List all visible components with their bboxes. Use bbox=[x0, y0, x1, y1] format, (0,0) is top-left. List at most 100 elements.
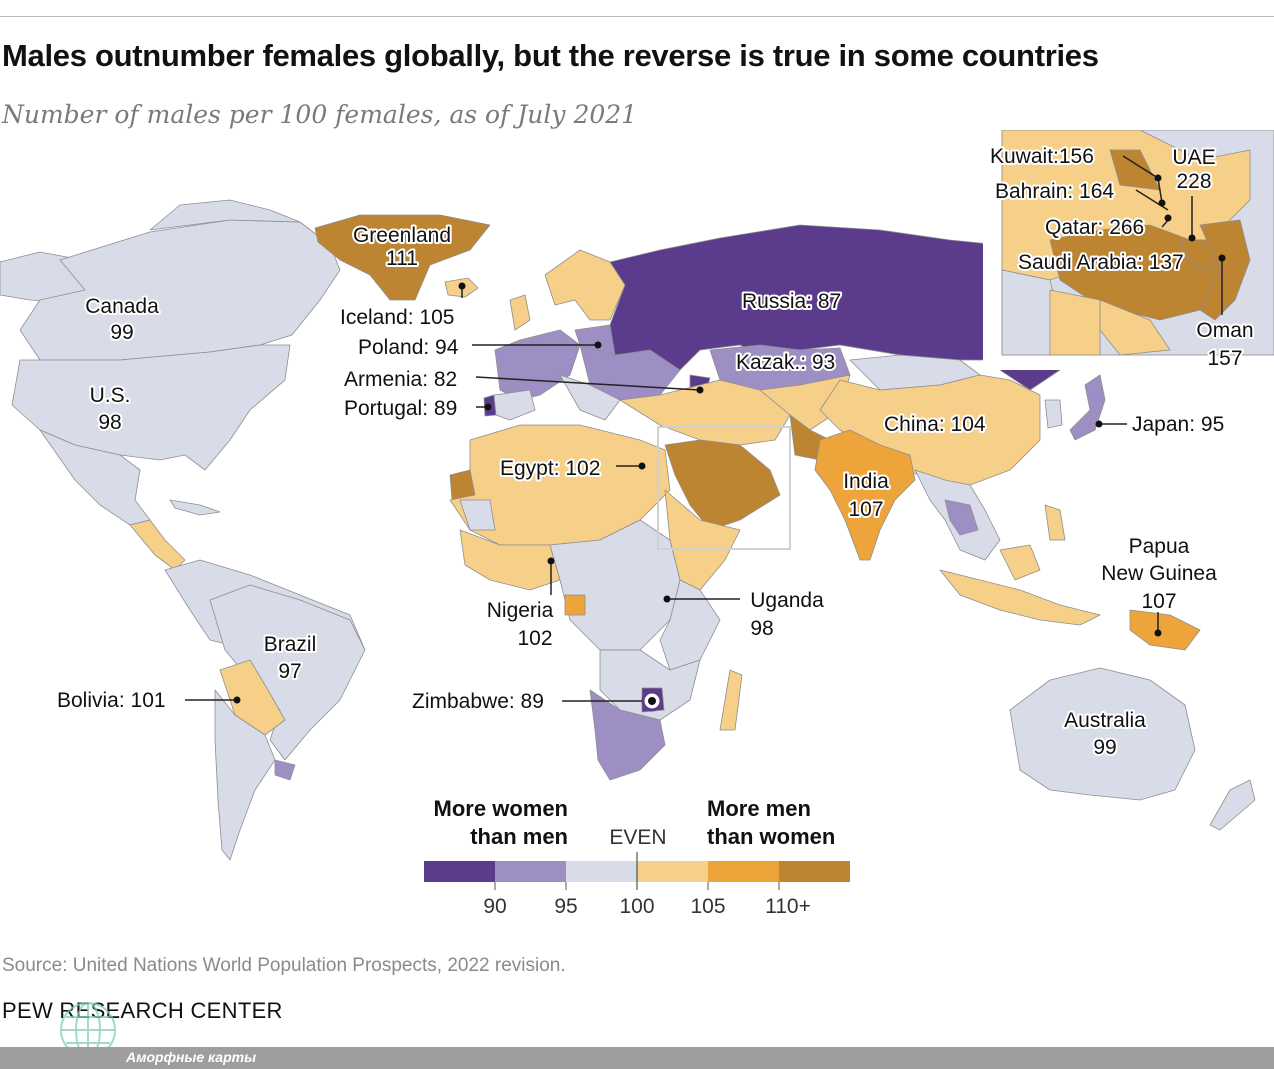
label-greenland: Greenland bbox=[353, 224, 451, 247]
label-brazil-value: 97 bbox=[278, 660, 301, 683]
region-madagascar bbox=[719, 669, 743, 731]
region-uruguay bbox=[274, 759, 296, 781]
marker-bolivia bbox=[233, 696, 241, 704]
region-australia bbox=[1009, 667, 1196, 801]
legend: More women than men EVEN More men than w… bbox=[424, 796, 850, 918]
label-brazil: Brazil bbox=[264, 633, 317, 656]
label-uganda-value: 98 bbox=[750, 617, 773, 640]
region-scandinavia bbox=[544, 249, 626, 321]
region-philippines bbox=[1044, 504, 1066, 541]
label-india: India bbox=[843, 470, 889, 493]
region-western-europe bbox=[494, 329, 581, 401]
inset-locator-box bbox=[657, 426, 791, 550]
region-arabia bbox=[664, 439, 781, 531]
top-rule bbox=[0, 16, 1274, 17]
region-central-america bbox=[129, 519, 186, 571]
region-greenland bbox=[314, 214, 491, 301]
marker-saudi bbox=[1218, 254, 1226, 262]
marker-uae bbox=[1188, 234, 1196, 242]
region-caribbean bbox=[169, 499, 221, 516]
region-west-africa bbox=[459, 529, 561, 591]
label-poland: Poland: 94 bbox=[358, 336, 459, 359]
legend-right-title-2: than women bbox=[707, 824, 835, 849]
legend-swatch-110plus bbox=[779, 861, 850, 882]
legend-left-title-1: More women bbox=[434, 796, 568, 821]
region-southern-cone bbox=[214, 689, 276, 861]
marker-png bbox=[1154, 629, 1162, 637]
label-portugal: Portugal: 89 bbox=[344, 397, 457, 420]
label-india-value: 107 bbox=[848, 498, 883, 521]
label-iceland: Iceland: 105 bbox=[340, 306, 454, 329]
region-uk bbox=[509, 294, 531, 331]
label-zimbabwe: Zimbabwe: 89 bbox=[412, 690, 544, 713]
region-southern-africa-north bbox=[599, 649, 701, 721]
label-us: U.S. bbox=[90, 384, 131, 407]
label-greenland-value: 111 bbox=[386, 247, 418, 270]
chart-subtitle: Number of males per 100 females, as of J… bbox=[2, 100, 638, 129]
legend-tick-100: 100 bbox=[619, 895, 654, 918]
legend-tick-95: 95 bbox=[554, 895, 577, 918]
brand-name: PEW RESEARCH CENTER bbox=[2, 998, 283, 1023]
region-png bbox=[1129, 609, 1201, 651]
label-egypt: Egypt: 102 bbox=[500, 457, 600, 480]
legend-left-title-2: than men bbox=[470, 824, 568, 849]
region-myanmar-thailand bbox=[944, 499, 979, 536]
region-iberia bbox=[493, 389, 536, 421]
label-nigeria: Nigeria bbox=[487, 599, 554, 622]
region-borneo bbox=[999, 544, 1041, 581]
legend-tick-105: 105 bbox=[690, 895, 725, 918]
region-sahel-west bbox=[459, 499, 496, 531]
source-note: Source: United Nations World Population … bbox=[2, 955, 566, 976]
marker-nigeria bbox=[547, 557, 555, 565]
gulf-inset bbox=[983, 130, 1274, 370]
watermark-bar bbox=[0, 1047, 1274, 1069]
region-gabon bbox=[564, 594, 586, 616]
region-new-zealand bbox=[1209, 779, 1256, 831]
label-uganda: Uganda bbox=[750, 589, 824, 612]
label-uae: UAE bbox=[1172, 146, 1215, 169]
marker-japan bbox=[1095, 420, 1103, 428]
label-us-value: 98 bbox=[98, 411, 121, 434]
legend-even: EVEN bbox=[609, 826, 666, 849]
label-qatar: Qatar: 266 bbox=[1045, 216, 1144, 239]
region-japan bbox=[1069, 374, 1106, 441]
label-kazak: Kazak.: 93 bbox=[736, 351, 835, 374]
legend-right-title-1: More men bbox=[707, 796, 811, 821]
marker-bahrain bbox=[1158, 199, 1166, 207]
watermark-text: Аморфные карты bbox=[126, 1049, 257, 1065]
region-india bbox=[814, 429, 916, 561]
legend-tick-110plus: 110+ bbox=[765, 895, 811, 918]
region-russia bbox=[609, 224, 1051, 371]
region-mexico bbox=[39, 429, 151, 526]
marker-qatar bbox=[1164, 214, 1172, 222]
label-bahrain: Bahrain: 164 bbox=[995, 180, 1114, 203]
region-southern-africa bbox=[589, 689, 666, 781]
marker-portugal bbox=[484, 403, 492, 411]
region-canada-islands bbox=[149, 199, 301, 231]
marker-zimbabwe bbox=[648, 697, 656, 705]
legend-swatch-lt90 bbox=[424, 861, 495, 882]
label-oman-value: 157 bbox=[1207, 347, 1242, 370]
label-canada: Canada bbox=[85, 295, 159, 318]
marker-uganda bbox=[663, 595, 671, 603]
label-kuwait: Kuwait:156 bbox=[990, 145, 1094, 168]
region-us bbox=[11, 344, 291, 471]
label-china: China: 104 bbox=[884, 413, 986, 436]
label-bolivia: Bolivia: 101 bbox=[57, 689, 166, 712]
label-armenia: Armenia: 82 bbox=[344, 368, 457, 391]
region-indonesia bbox=[939, 569, 1101, 626]
label-png-value: 107 bbox=[1141, 590, 1176, 613]
marker-poland bbox=[594, 341, 602, 349]
label-canada-value: 99 bbox=[110, 321, 133, 344]
marker-kuwait bbox=[1154, 174, 1162, 182]
label-png-line1: Papua bbox=[1129, 535, 1190, 558]
label-australia-value: 99 bbox=[1093, 736, 1116, 759]
marker-armenia bbox=[696, 386, 704, 394]
world-map: Greenland 111 Canada 99 U.S. 98 Iceland:… bbox=[0, 130, 1274, 918]
label-nigeria-value: 102 bbox=[517, 627, 552, 650]
label-russia: Russia: 87 bbox=[742, 290, 841, 313]
label-australia: Australia bbox=[1064, 709, 1146, 732]
legend-swatch-90-95 bbox=[495, 861, 566, 882]
legend-tick-90: 90 bbox=[483, 895, 506, 918]
marker-iceland bbox=[458, 282, 466, 290]
